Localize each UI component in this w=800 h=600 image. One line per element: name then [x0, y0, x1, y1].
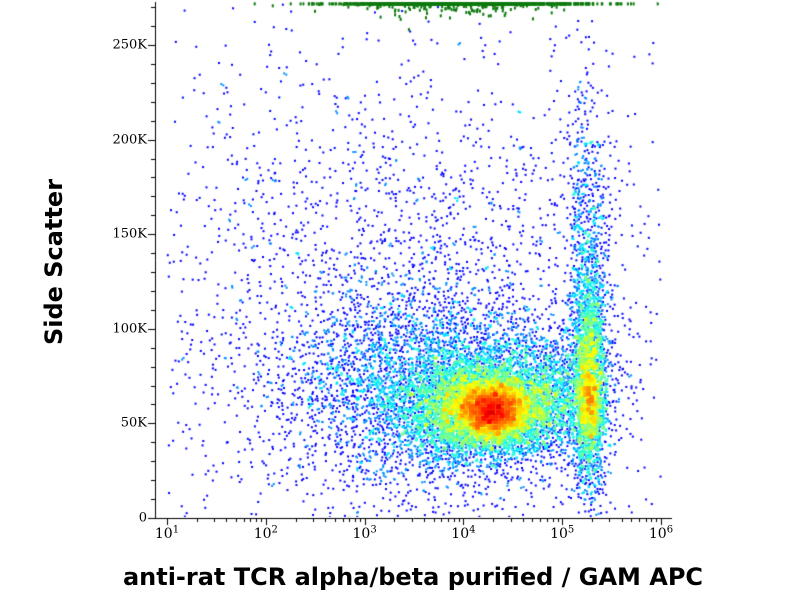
- y-axis-title: Side Scatter: [40, 178, 68, 346]
- x-axis-title: anti-rat TCR alpha/beta purified / GAM A…: [122, 563, 704, 591]
